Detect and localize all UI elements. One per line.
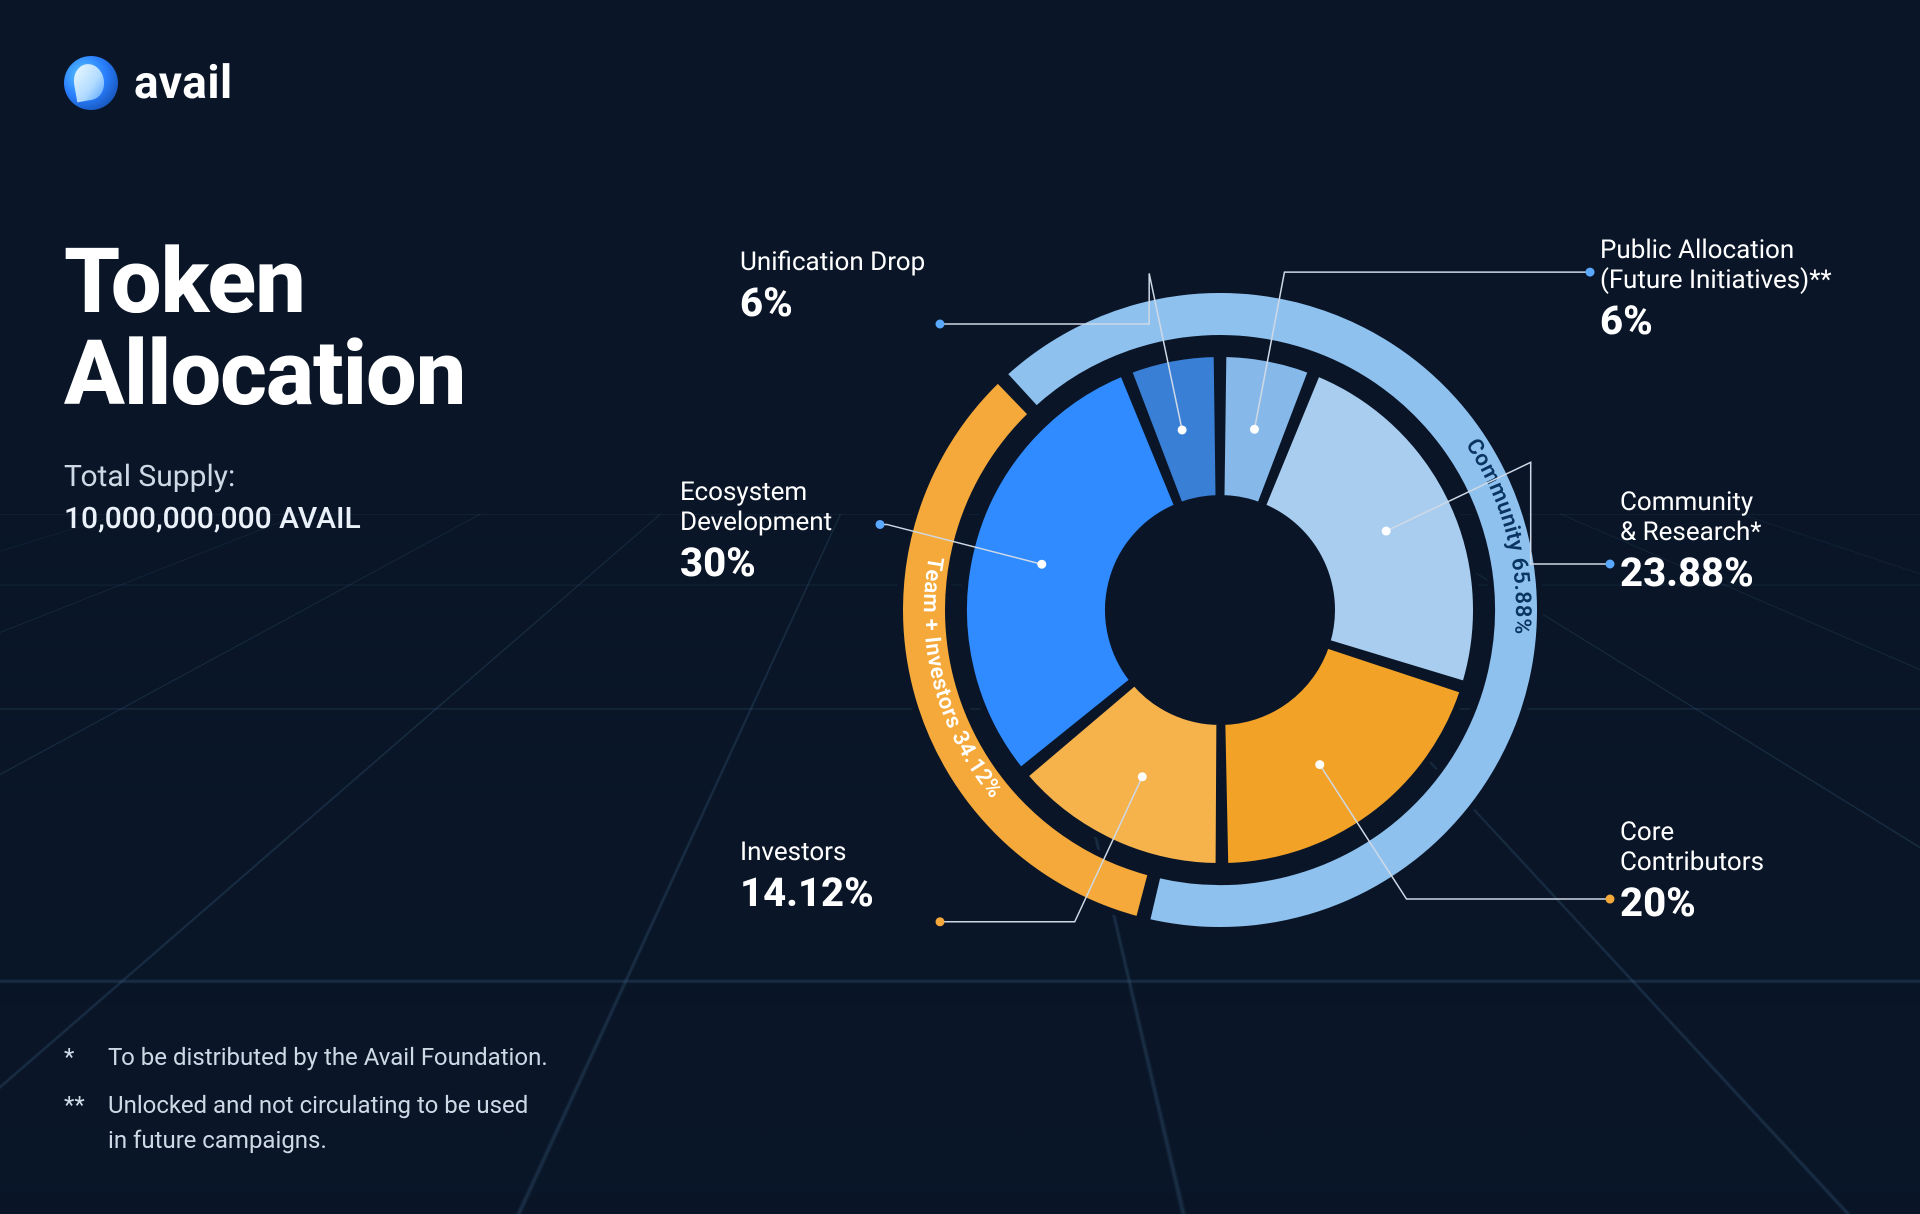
brand-name: avail bbox=[134, 56, 233, 110]
title-line-1: Token bbox=[64, 229, 305, 334]
donut-chart: Community 65.88%Team + Investors 34.12%U… bbox=[620, 200, 1820, 1020]
pct-public_alloc: 6% bbox=[1600, 297, 1653, 344]
footnote-1-text: To be distributed by the Avail Foundatio… bbox=[108, 1040, 548, 1075]
footnote-1-mark: * bbox=[64, 1040, 92, 1075]
leader-dot-ecosystem_dev bbox=[876, 520, 885, 529]
sublabel-core_contrib: Contributors bbox=[1620, 847, 1764, 877]
footnote-1: * To be distributed by the Avail Foundat… bbox=[64, 1040, 548, 1075]
leader-origin-community_research bbox=[1382, 527, 1391, 536]
footnote-2-text-l2: in future campaigns. bbox=[108, 1126, 327, 1154]
total-supply-label: Total Supply: bbox=[64, 459, 235, 494]
donut-chart-svg: Community 65.88%Team + Investors 34.12%U… bbox=[620, 200, 1820, 1020]
leader-origin-core_contrib bbox=[1315, 760, 1324, 769]
avail-logo-icon bbox=[64, 56, 118, 110]
label-core_contrib: Core bbox=[1620, 817, 1674, 847]
pct-unification_drop: 6% bbox=[740, 279, 793, 326]
title-line-2: Allocation bbox=[64, 321, 465, 426]
total-supply-value: 10,000,000,000 AVAIL bbox=[64, 498, 465, 540]
title-block: Token Allocation Total Supply: 10,000,00… bbox=[64, 236, 465, 540]
brand-logo: avail bbox=[64, 56, 233, 110]
sublabel-community_research: & Research* bbox=[1620, 517, 1761, 547]
label-ecosystem_dev: Ecosystem bbox=[680, 477, 807, 507]
leader-origin-investors bbox=[1138, 772, 1147, 781]
footnote-2-text-l1: Unlocked and not circulating to be used bbox=[108, 1091, 528, 1119]
leader-origin-unification_drop bbox=[1178, 425, 1187, 434]
label-public_alloc: Public Allocation bbox=[1600, 235, 1794, 265]
leader-dot-community_research bbox=[1606, 560, 1615, 569]
page-title: Token Allocation bbox=[64, 236, 465, 420]
leader-dot-unification_drop bbox=[936, 320, 945, 329]
leader-dot-public_alloc bbox=[1586, 268, 1595, 277]
leader-origin-ecosystem_dev bbox=[1037, 560, 1046, 569]
label-community_research: Community bbox=[1620, 487, 1753, 517]
donut-hole bbox=[1108, 498, 1332, 722]
footnote-2-mark: ** bbox=[64, 1088, 92, 1158]
sublabel-ecosystem_dev: Development bbox=[680, 507, 832, 537]
pct-investors: 14.12% bbox=[740, 869, 874, 916]
sublabel-public_alloc: (Future Initiatives)** bbox=[1600, 265, 1832, 295]
pct-community_research: 23.88% bbox=[1620, 549, 1754, 596]
total-supply: Total Supply: 10,000,000,000 AVAIL bbox=[64, 456, 465, 540]
leader-origin-public_alloc bbox=[1250, 425, 1259, 434]
footnote-2: ** Unlocked and not circulating to be us… bbox=[64, 1088, 548, 1158]
footnotes: * To be distributed by the Avail Foundat… bbox=[64, 1026, 548, 1158]
footnote-2-text: Unlocked and not circulating to be used … bbox=[108, 1088, 528, 1158]
pct-ecosystem_dev: 30% bbox=[680, 539, 756, 586]
label-investors: Investors bbox=[740, 837, 846, 867]
leader-dot-investors bbox=[936, 917, 945, 926]
leader-dot-core_contrib bbox=[1606, 895, 1615, 904]
label-unification_drop: Unification Drop bbox=[740, 247, 925, 277]
pct-core_contrib: 20% bbox=[1620, 879, 1696, 926]
